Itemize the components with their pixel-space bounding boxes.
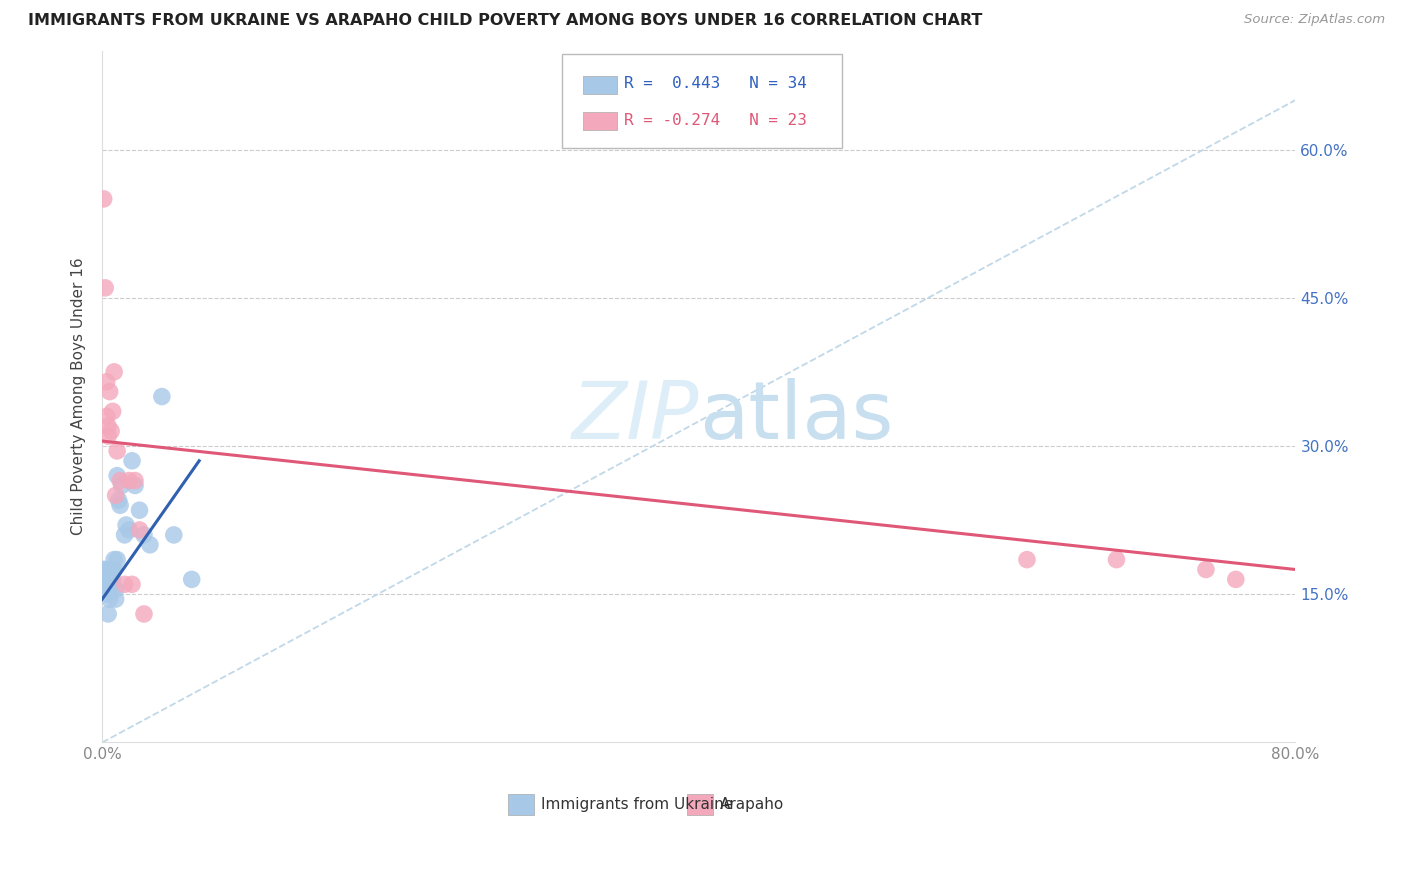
- Point: [104, 592, 127, 607]
- Point: [100, 562, 122, 576]
- Point: [105, 468, 128, 483]
- Text: R =  0.443   N = 34: R = 0.443 N = 34: [624, 77, 807, 91]
- Point: [96, 375, 118, 389]
- Point: [103, 552, 125, 566]
- Point: [110, 478, 132, 492]
- Point: [114, 577, 136, 591]
- Point: [96, 582, 118, 597]
- Point: [97, 607, 120, 621]
- Point: [108, 474, 131, 488]
- Point: [97, 429, 120, 443]
- FancyBboxPatch shape: [561, 54, 842, 147]
- Point: [97, 577, 120, 591]
- Point: [128, 523, 150, 537]
- Point: [1225, 573, 1247, 587]
- Text: atlas: atlas: [699, 378, 893, 457]
- FancyBboxPatch shape: [508, 794, 534, 815]
- Point: [1105, 552, 1128, 566]
- Point: [101, 573, 124, 587]
- Point: [97, 419, 120, 434]
- Point: [121, 454, 143, 468]
- Point: [150, 390, 173, 404]
- Point: [124, 474, 146, 488]
- Point: [98, 592, 121, 607]
- Point: [115, 518, 138, 533]
- Point: [103, 365, 125, 379]
- Point: [114, 528, 136, 542]
- Point: [98, 582, 121, 597]
- Text: Arapaho: Arapaho: [720, 797, 785, 813]
- Point: [93, 562, 115, 576]
- Point: [132, 528, 155, 542]
- Point: [108, 498, 131, 512]
- Point: [101, 404, 124, 418]
- FancyBboxPatch shape: [583, 77, 616, 95]
- Point: [94, 562, 117, 576]
- Y-axis label: Child Poverty Among Boys Under 16: Child Poverty Among Boys Under 16: [72, 258, 86, 535]
- Point: [105, 444, 128, 458]
- Point: [96, 587, 118, 601]
- Text: Source: ZipAtlas.com: Source: ZipAtlas.com: [1244, 13, 1385, 27]
- Text: ZIP: ZIP: [571, 378, 699, 457]
- Point: [163, 528, 186, 542]
- Point: [96, 409, 118, 424]
- Point: [1015, 552, 1038, 566]
- Point: [105, 552, 128, 566]
- Point: [100, 577, 122, 591]
- Point: [107, 493, 129, 508]
- Text: IMMIGRANTS FROM UKRAINE VS ARAPAHO CHILD POVERTY AMONG BOYS UNDER 16 CORRELATION: IMMIGRANTS FROM UKRAINE VS ARAPAHO CHILD…: [28, 13, 983, 29]
- Point: [180, 573, 202, 587]
- Point: [104, 488, 127, 502]
- Point: [118, 523, 141, 537]
- Point: [93, 192, 115, 206]
- Text: Immigrants from Ukraine: Immigrants from Ukraine: [541, 797, 734, 813]
- Point: [100, 424, 122, 438]
- Point: [98, 573, 121, 587]
- Point: [103, 562, 125, 576]
- FancyBboxPatch shape: [688, 794, 713, 815]
- Point: [1195, 562, 1218, 576]
- Point: [94, 577, 117, 591]
- Point: [94, 281, 117, 295]
- Point: [121, 577, 143, 591]
- Point: [139, 538, 162, 552]
- Point: [118, 474, 141, 488]
- Point: [98, 384, 121, 399]
- FancyBboxPatch shape: [583, 112, 616, 130]
- Point: [101, 562, 124, 576]
- Point: [104, 582, 127, 597]
- Point: [132, 607, 155, 621]
- Point: [124, 478, 146, 492]
- Text: R = -0.274   N = 23: R = -0.274 N = 23: [624, 113, 807, 128]
- Point: [128, 503, 150, 517]
